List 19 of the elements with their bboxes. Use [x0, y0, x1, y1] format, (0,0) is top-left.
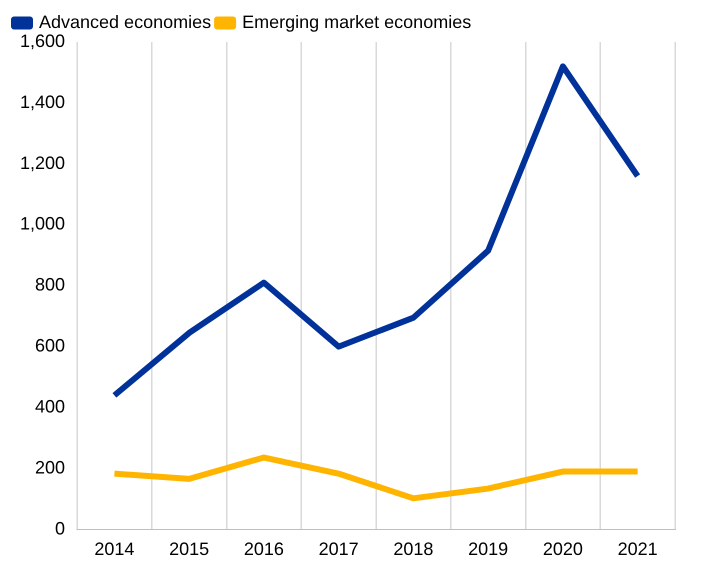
- x-tick-label: 2017: [318, 539, 359, 560]
- y-tick-label: 200: [34, 457, 66, 478]
- y-tick-label: 600: [34, 336, 66, 356]
- x-tick-label: 2021: [618, 539, 658, 560]
- x-tick-label: 2015: [169, 539, 210, 560]
- y-tick-label: 400: [34, 396, 66, 417]
- legend-label: Advanced economies: [39, 12, 212, 32]
- y-tick-label: 1,400: [20, 92, 66, 112]
- x-tick-label: 2018: [393, 539, 434, 560]
- y-tick-label: 800: [34, 274, 66, 295]
- y-tick-label: 1,600: [20, 30, 66, 51]
- x-tick-label: 2016: [244, 539, 284, 560]
- x-tick-label: 2014: [94, 539, 134, 560]
- y-tick-label: 1,200: [20, 152, 66, 173]
- x-tick-label: 2019: [468, 539, 508, 560]
- x-tick-label: 2020: [542, 539, 583, 560]
- y-tick-label: 1,000: [20, 214, 66, 234]
- legend-label: Emerging market economies: [242, 12, 472, 32]
- y-tick-label: 0: [55, 518, 66, 538]
